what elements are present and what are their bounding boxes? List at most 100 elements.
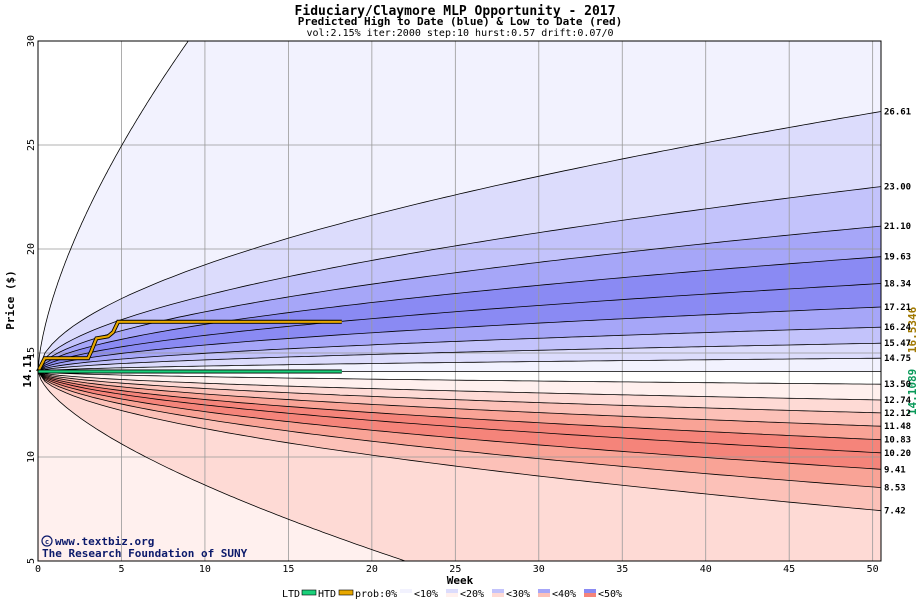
low-band-10 <box>38 371 881 561</box>
legend-htd-label: HTD <box>318 589 336 600</box>
legend-ltd-swatch <box>301 589 317 596</box>
legend-item: <20% <box>446 589 484 600</box>
x-tick-label: 0 <box>35 564 41 575</box>
legend: LTD HTD prob:0% <10% <20% <30% <40% <50% <box>282 589 622 600</box>
legend-item-label: <50% <box>598 589 622 600</box>
high-band-0 <box>38 41 881 372</box>
percentile-end-label: 13.50 <box>884 380 911 390</box>
chart-subtitle: Predicted High to Date (blue) & Low to D… <box>298 15 623 28</box>
legend-swatch-high <box>492 589 504 593</box>
high-band-10 <box>38 358 881 372</box>
percentile-end-label: 15.47 <box>884 339 911 349</box>
legend-item-label: <10% <box>414 589 438 600</box>
y-tick-label: 20 <box>26 243 37 255</box>
percentile-end-label: 17.21 <box>884 303 911 313</box>
legend-prob-prefix: prob:0% <box>355 589 397 600</box>
percentile-end-label: 26.61 <box>884 108 911 118</box>
percentile-line <box>37 371 882 414</box>
percentile-end-labels: 26.61 23.00 21.10 19.63 18.34 17.21 16.24 15.47… <box>884 108 912 517</box>
percentile-end-label: 10.20 <box>884 449 911 459</box>
credit-site: www.textbiz.org <box>55 535 154 548</box>
percentile-end-label: 10.83 <box>884 436 911 446</box>
percentile-line <box>37 256 882 372</box>
probability-bands <box>38 41 881 561</box>
legend-swatch-high <box>538 589 550 593</box>
x-tick-label: 45 <box>783 564 795 575</box>
legend-swatch-high <box>400 589 412 593</box>
chart-title: Fiduciary/Claymore MLP Opportunity - 201… <box>295 4 616 19</box>
y-axis-ticks: 5 10 15 20 25 30 <box>26 35 37 564</box>
simulation-params: vol:2.15% iter:2000 step:10 hurst:0.57 d… <box>306 28 613 39</box>
percentile-end-label: 14.75 <box>884 354 911 364</box>
legend-item: <50% <box>584 589 622 600</box>
percentile-end-label: 19.63 <box>884 253 911 263</box>
percentile-line <box>37 225 882 372</box>
x-axis-label: Week <box>447 574 474 587</box>
percentile-end-label: 8.53 <box>884 484 906 494</box>
low-band-4 <box>38 371 881 440</box>
x-tick-label: 35 <box>616 564 628 575</box>
percentile-line <box>37 342 882 372</box>
low-band-3 <box>38 371 881 427</box>
low-band-1 <box>38 371 881 400</box>
percentile-line <box>37 357 882 372</box>
legend-swatch-high <box>584 589 596 593</box>
y-tick-label: 5 <box>26 558 37 564</box>
high-band-2 <box>38 111 881 372</box>
percentile-end-label: 11.48 <box>884 422 911 432</box>
x-tick-label: 30 <box>533 564 545 575</box>
series-line-htd <box>37 320 342 372</box>
x-tick-label: 50 <box>867 564 879 575</box>
percentile-line <box>37 111 882 372</box>
x-tick-label: 15 <box>282 564 294 575</box>
high-band-1 <box>38 41 881 372</box>
low-band-8 <box>38 371 881 511</box>
percentile-line <box>37 371 882 454</box>
y-tick-label: 30 <box>26 35 37 47</box>
high-band-5 <box>38 256 881 372</box>
percentile-line <box>37 371 882 427</box>
legend-htd-swatch <box>338 589 354 596</box>
percentile-end-label: 12.12 <box>884 409 911 419</box>
legend-swatch-low <box>446 593 458 597</box>
percentile-end-label: 23.00 <box>884 183 911 193</box>
legend-probability-items: <10% <20% <30% <40% <50% <box>400 589 622 600</box>
legend-swatch-low <box>492 593 504 597</box>
percentile-line <box>37 186 882 372</box>
percentile-end-label: 18.34 <box>884 280 912 290</box>
svg-text:c: c <box>45 538 49 546</box>
percentile-end-label: 16.24 <box>884 323 912 333</box>
percentile-line <box>37 371 882 488</box>
legend-swatch-high <box>446 589 458 593</box>
percentile-lines <box>37 40 882 562</box>
percentile-line <box>37 306 882 372</box>
percentile-line <box>37 371 882 512</box>
legend-item-label: <30% <box>506 589 530 600</box>
high-band-3 <box>38 186 881 372</box>
percentile-line <box>37 371 882 385</box>
percentile-end-label: 12.74 <box>884 396 912 406</box>
low-band-7 <box>38 371 881 488</box>
percentile-end-label: 9.41 <box>884 465 906 475</box>
high-band-9 <box>38 343 881 372</box>
y-axis-label: Price ($) <box>4 270 17 330</box>
percentile-line <box>37 40 189 372</box>
x-tick-label: 10 <box>199 564 211 575</box>
low-band-2 <box>38 371 881 413</box>
low-band-9 <box>38 371 881 561</box>
low-band-0 <box>38 371 881 385</box>
legend-item-label: <40% <box>552 589 576 600</box>
x-tick-label: 20 <box>366 564 378 575</box>
copyright-icon: c <box>41 535 53 547</box>
low-band-5 <box>38 371 881 453</box>
x-tick-label: 25 <box>449 564 461 575</box>
high-band-4 <box>38 226 881 372</box>
low-band-6 <box>38 371 881 470</box>
percentile-line <box>37 371 882 401</box>
ltd-value-label: 14.1089 <box>906 369 919 415</box>
percentile-line <box>37 371 882 470</box>
x-tick-label: 40 <box>700 564 712 575</box>
legend-swatch-low <box>538 593 550 597</box>
legend-item: <40% <box>538 589 576 600</box>
